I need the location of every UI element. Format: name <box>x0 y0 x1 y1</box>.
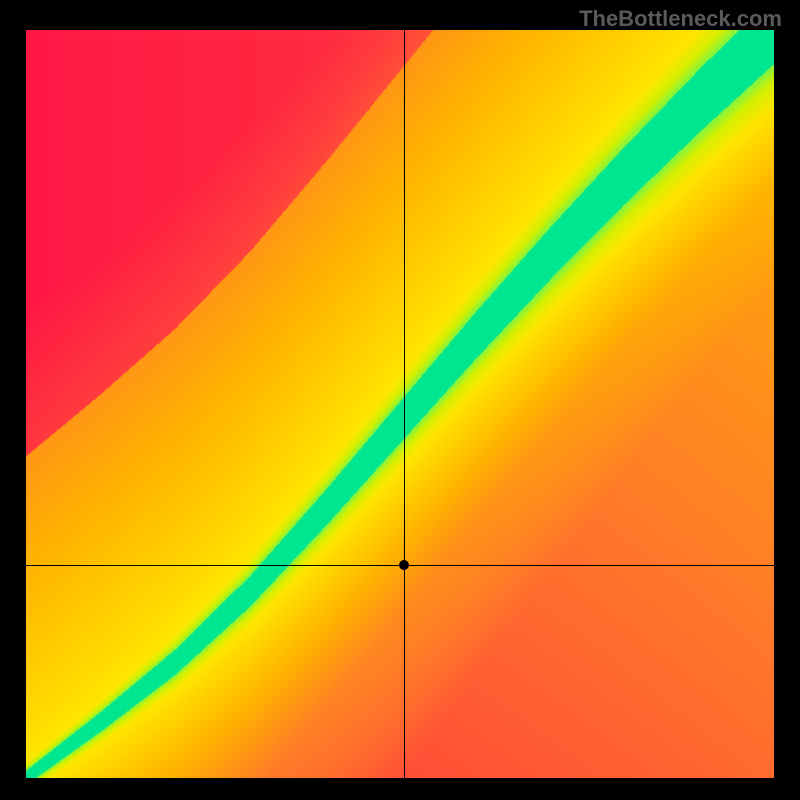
crosshair-vertical <box>404 30 405 778</box>
heatmap-plot <box>26 30 774 778</box>
heatmap-canvas <box>26 30 774 778</box>
watermark-text: TheBottleneck.com <box>579 6 782 32</box>
data-point-marker <box>399 560 409 570</box>
chart-container: TheBottleneck.com <box>0 0 800 800</box>
